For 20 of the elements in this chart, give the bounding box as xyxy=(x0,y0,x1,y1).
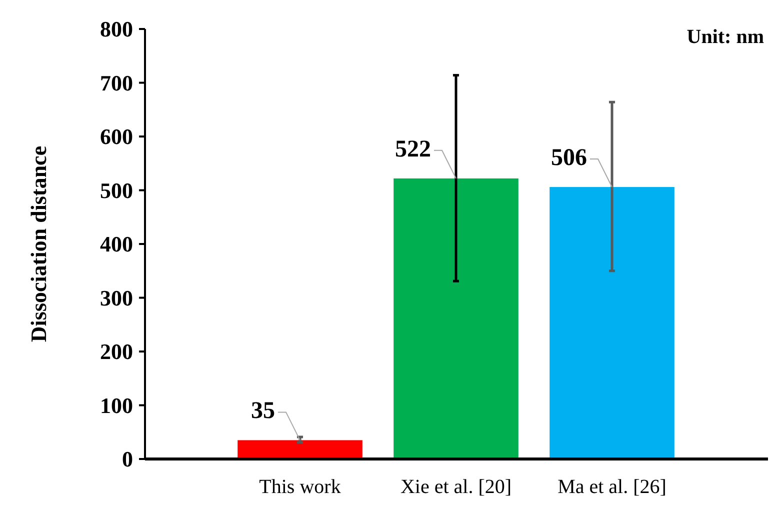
y-tick-label: 200 xyxy=(100,339,133,364)
data-label: 506 xyxy=(551,145,587,172)
x-tick-label: Ma et al. [26] xyxy=(558,476,666,498)
y-tick-label: 100 xyxy=(100,392,133,418)
x-tick-label: This work xyxy=(259,476,341,498)
bar xyxy=(238,440,362,459)
data-label: 35 xyxy=(251,398,275,424)
annotation: Unit: nm xyxy=(686,26,764,48)
y-tick-label: 500 xyxy=(100,178,133,203)
y-tick-label: 400 xyxy=(100,232,133,257)
y-tick-label: 800 xyxy=(100,16,133,42)
bar xyxy=(394,178,518,459)
y-tick-label: 700 xyxy=(100,70,133,96)
data-label: 522 xyxy=(395,136,431,162)
y-tick-label: 300 xyxy=(100,285,133,310)
bar xyxy=(550,187,674,459)
y-tick-label: 0 xyxy=(122,446,133,472)
x-tick-label: Xie et al. [20] xyxy=(400,476,512,498)
y-tick-label: 600 xyxy=(100,124,133,150)
y-axis-title: Dissociation distance xyxy=(26,146,51,342)
